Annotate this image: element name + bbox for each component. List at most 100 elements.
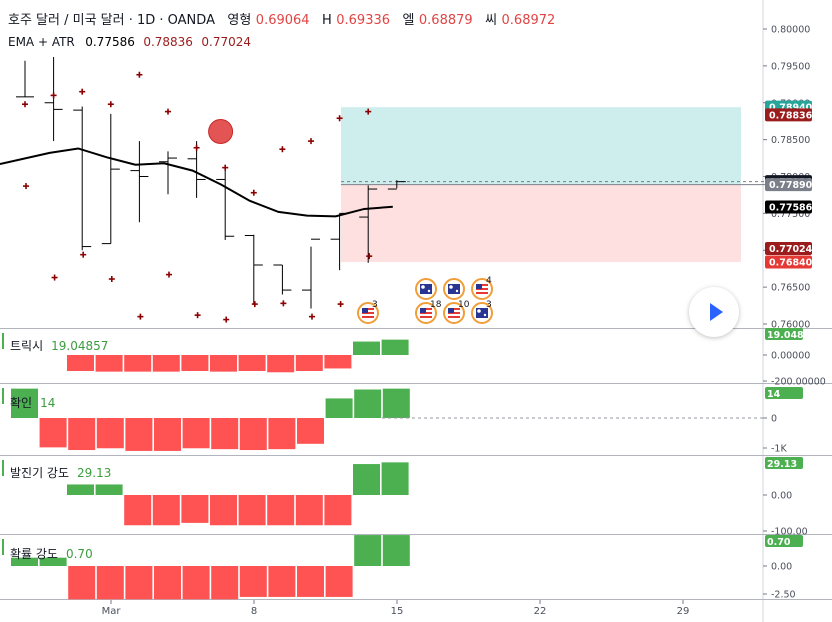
event-marker[interactable] — [443, 278, 465, 300]
pane-probability-strength: 확률 강도 0.70 0.70 0.00 -2.50 — [2, 535, 803, 601]
flag-canton — [448, 308, 454, 313]
indicator-bar — [268, 418, 296, 450]
pane-tick-label: -2.50 — [771, 590, 796, 601]
event-marker[interactable]: 3 — [471, 300, 493, 324]
flag-stripe — [362, 314, 374, 316]
event-marker[interactable]: 18 — [415, 300, 442, 324]
indicator-bar — [96, 566, 124, 600]
price-tag-label: 0.78836 — [769, 110, 813, 121]
pane-title: 확률 강도 — [10, 547, 58, 561]
indicator-bar — [267, 355, 295, 373]
pane-value-tag — [765, 328, 803, 340]
signal-marker — [208, 119, 234, 145]
indicator-bar — [238, 355, 266, 371]
pane-confirm: 확인 14 14 0 -1K — [2, 387, 803, 455]
atr-lower-marker — [337, 301, 344, 308]
atr-upper-marker — [279, 146, 286, 153]
event-marker[interactable]: 3 — [357, 300, 379, 324]
ohlc-bar — [244, 234, 263, 305]
price-tick-label: 0.78500 — [771, 135, 810, 146]
indicator-bar — [67, 355, 94, 371]
indicator-bar — [354, 535, 382, 566]
event-count: 4 — [486, 276, 492, 286]
ohlc-bar — [16, 60, 34, 98]
atr-upper-marker — [365, 108, 372, 115]
pane-tick-label: 0.00 — [771, 562, 792, 573]
flag-field — [448, 284, 460, 294]
price-tick-label: 0.76500 — [771, 283, 810, 294]
stop-zone — [341, 184, 741, 263]
event-marker[interactable]: 10 — [443, 300, 470, 324]
indicator-bar — [152, 495, 180, 526]
indicator-bar — [210, 355, 237, 372]
event-count: 3 — [486, 300, 492, 310]
flag-star — [477, 309, 481, 313]
pane-legend[interactable]: 확인 14 — [10, 396, 55, 410]
price-tag: 0.78836 — [765, 108, 813, 122]
indicator-bar — [325, 566, 353, 597]
event-marker[interactable] — [415, 278, 437, 300]
time-axis: Mar 8 15 22 29 — [102, 600, 689, 617]
price-tag-label: 0.77024 — [769, 244, 813, 255]
position-tool[interactable] — [341, 107, 767, 263]
pane-legend[interactable]: 확률 강도 0.70 — [10, 547, 93, 561]
pane-tick-label: 0 — [771, 414, 777, 425]
indicator-bar — [68, 566, 96, 600]
symbol-title: 호주 달러 / 미국 달러 · 1D · OANDA — [8, 13, 215, 28]
economic-events[interactable]: 3 4 18 10 3 — [357, 276, 493, 324]
price-tag: 0.77586 — [765, 200, 813, 214]
ohlc-bar — [130, 141, 149, 223]
indicator-bar — [238, 495, 266, 526]
flag-star — [455, 289, 459, 293]
ohlc-bar — [302, 238, 320, 309]
price-tag-box — [765, 200, 812, 214]
pane-legend[interactable]: 트릭시 19.04857 — [10, 339, 108, 353]
flag-canton — [362, 308, 368, 313]
pane-tick-label: -100.00 — [771, 527, 808, 538]
price-tag-label: 0.76840 — [769, 258, 813, 269]
atr-lower-marker — [23, 183, 29, 190]
indicator-bar — [95, 484, 123, 495]
indicator-bar — [239, 566, 267, 597]
indicator-bar — [95, 355, 123, 372]
indicator-bar — [11, 557, 38, 566]
price-tag-box — [765, 108, 812, 122]
flag-field — [420, 284, 432, 294]
atr-upper-marker — [22, 101, 28, 108]
time-tick-label: 22 — [534, 606, 547, 617]
indicator-bar — [297, 418, 324, 444]
indicator-bar — [382, 535, 410, 566]
atr-upper-marker — [107, 101, 114, 108]
atr-lower-marker — [251, 301, 258, 308]
pane-value-tag — [765, 457, 803, 469]
atr-upper-marker — [308, 138, 314, 145]
indicator-bar — [125, 418, 153, 451]
indicator-bar — [39, 557, 67, 566]
flag-canton — [476, 284, 482, 289]
flag-stripe — [476, 290, 488, 292]
ema-line — [0, 147, 393, 218]
atr-lower-marker — [166, 271, 172, 278]
pane-value: 19.04857 — [51, 339, 108, 353]
indicator-bar — [353, 464, 380, 495]
atr-lower-marker — [366, 253, 373, 260]
event-count: 3 — [372, 300, 378, 310]
price-tag-label: 0.77586 — [769, 203, 813, 214]
atr-lower-marker — [309, 313, 315, 320]
price-tags: 0.789400.788360.779300.778900.775860.770… — [765, 100, 813, 269]
play-button[interactable] — [689, 287, 739, 337]
event-marker[interactable]: 4 — [471, 276, 493, 300]
pane-tick-label: -200.00000 — [771, 377, 826, 388]
indicator-legend[interactable]: EMA + ATR 0.77586 0.78836 0.77024 — [8, 33, 251, 50]
indicator-bar — [11, 388, 38, 418]
price-tick-label: 0.76000 — [771, 320, 810, 331]
price-tick-label: 0.79500 — [771, 61, 810, 72]
flag-stripe — [448, 314, 460, 316]
price-tick-label: 0.80000 — [771, 25, 810, 36]
pane-tick-label: 0.00 — [771, 491, 792, 502]
pane-legend[interactable]: 발진기 강도 29.13 — [10, 466, 111, 480]
indicator-bar — [125, 566, 153, 600]
indicator-bar — [152, 355, 180, 372]
atr-upper-marker — [336, 115, 343, 122]
